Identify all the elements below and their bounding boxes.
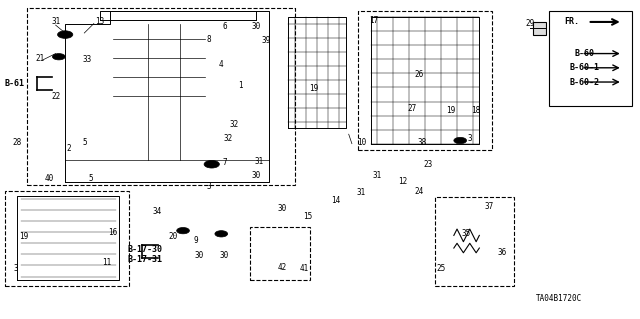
Circle shape — [52, 54, 65, 60]
Text: 5: 5 — [88, 174, 93, 183]
Text: 20: 20 — [169, 233, 178, 241]
Text: 30: 30 — [220, 251, 229, 260]
Text: FR.: FR. — [564, 18, 579, 26]
Text: B-17-30: B-17-30 — [127, 245, 163, 254]
Text: 30: 30 — [195, 251, 204, 260]
Text: 22: 22 — [51, 92, 60, 101]
Text: 6: 6 — [222, 22, 227, 31]
Circle shape — [215, 231, 228, 237]
Text: 27: 27 — [408, 104, 417, 113]
Circle shape — [454, 137, 467, 144]
Text: 19: 19 — [19, 233, 28, 241]
Text: 31: 31 — [51, 18, 60, 26]
Text: 9: 9 — [193, 236, 198, 245]
Text: 16: 16 — [108, 228, 118, 237]
Text: 23: 23 — [424, 160, 433, 169]
Text: 30: 30 — [252, 22, 261, 31]
Text: 34: 34 — [153, 207, 162, 216]
Text: 37: 37 — [484, 203, 493, 211]
Text: 3: 3 — [13, 264, 18, 273]
Text: 2: 2 — [66, 144, 70, 153]
Text: B-60-2: B-60-2 — [570, 78, 600, 86]
Text: 8: 8 — [206, 35, 211, 44]
Text: 28: 28 — [13, 137, 22, 147]
Text: 39: 39 — [261, 36, 271, 45]
Text: 32: 32 — [229, 120, 239, 129]
Text: 25: 25 — [436, 264, 445, 273]
Circle shape — [177, 227, 189, 234]
Text: 13: 13 — [95, 18, 105, 26]
Text: 36: 36 — [497, 248, 506, 257]
Text: 30: 30 — [252, 171, 261, 180]
Text: 4: 4 — [219, 60, 223, 69]
Circle shape — [204, 160, 220, 168]
Text: TA04B1720C: TA04B1720C — [536, 294, 582, 303]
Text: 42: 42 — [277, 263, 287, 271]
Text: 10: 10 — [357, 137, 366, 147]
Text: 38: 38 — [417, 137, 427, 147]
Text: 18: 18 — [472, 106, 481, 115]
Text: B-61: B-61 — [4, 79, 24, 88]
Text: B-60-1: B-60-1 — [570, 63, 600, 72]
Text: 15: 15 — [303, 212, 312, 221]
Text: 31: 31 — [372, 171, 382, 180]
Text: 32: 32 — [223, 134, 232, 144]
Text: 12: 12 — [398, 177, 408, 186]
Text: 35: 35 — [462, 229, 471, 238]
Text: B-60: B-60 — [575, 49, 595, 58]
Text: 31: 31 — [255, 157, 264, 166]
Bar — [534, 22, 546, 34]
Text: 14: 14 — [332, 196, 340, 205]
Text: 29: 29 — [525, 19, 535, 28]
Circle shape — [58, 31, 73, 38]
Text: 30: 30 — [277, 204, 287, 213]
Text: 7: 7 — [222, 158, 227, 167]
Text: B-17-31: B-17-31 — [127, 255, 163, 263]
Text: 33: 33 — [83, 56, 92, 64]
Text: 24: 24 — [414, 187, 424, 196]
Text: 3: 3 — [206, 182, 211, 191]
Text: 3: 3 — [467, 134, 472, 144]
Text: 41: 41 — [300, 264, 308, 273]
Text: 26: 26 — [414, 70, 424, 78]
Text: 5: 5 — [82, 137, 86, 147]
Text: 19: 19 — [446, 106, 455, 115]
Text: 40: 40 — [45, 174, 54, 183]
Text: 31: 31 — [357, 188, 366, 197]
Text: 21: 21 — [35, 54, 44, 63]
Text: 1: 1 — [238, 81, 243, 90]
Text: 17: 17 — [369, 16, 379, 25]
Text: 19: 19 — [309, 84, 318, 93]
Text: 11: 11 — [102, 258, 111, 267]
